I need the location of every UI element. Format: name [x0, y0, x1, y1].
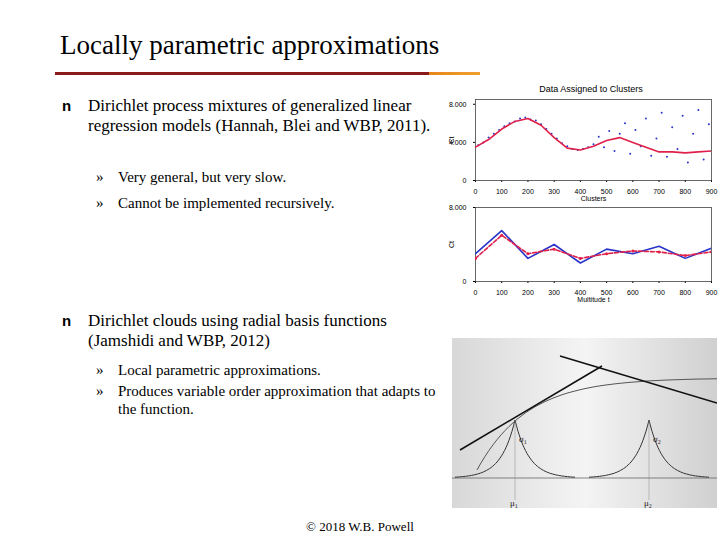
svg-text:μ2: μ2: [644, 498, 652, 508]
svg-text:8.000: 8.000: [449, 101, 467, 108]
svg-text:0: 0: [474, 289, 478, 296]
svg-text:900: 900: [706, 188, 718, 195]
svg-text:500: 500: [600, 188, 613, 196]
svg-text:Ct: Ct: [448, 241, 455, 248]
html-text:Local parametric approximation: Local parametric approximations.: [118, 362, 321, 378]
svg-text:0: 0: [463, 278, 467, 285]
svg-text:600: 600: [627, 289, 639, 296]
html-text:Cannot be implemented recursiv: Cannot be implemented recursively.: [118, 195, 335, 211]
html-text:n: n: [62, 312, 72, 329]
svg-text:300: 300: [548, 289, 560, 296]
svg-text:400: 400: [574, 289, 587, 297]
svg-text:600: 600: [627, 188, 639, 195]
html-text:n: n: [62, 97, 72, 114]
html-text:Locally parametric approximati: Locally parametric approximations: [60, 30, 440, 60]
svg-text:700: 700: [653, 188, 665, 195]
svg-text:μ1: μ1: [510, 498, 518, 508]
svg-text:Multitude t: Multitude t: [577, 296, 609, 303]
svg-text:Clusters: Clusters: [581, 195, 607, 202]
html-text:© 2018 W.B. Powell: © 2018 W.B. Powell: [306, 519, 414, 534]
svg-text:0: 0: [463, 177, 467, 184]
svg-text:300: 300: [548, 188, 560, 195]
svg-text:800: 800: [679, 188, 691, 195]
svg-text:900: 900: [706, 289, 718, 296]
svg-text:4.000: 4.000: [449, 138, 467, 146]
html-text:Very general, but very slow.: Very general, but very slow.: [118, 169, 287, 185]
svg-text:200: 200: [522, 188, 534, 195]
html-text:Data Assigned to Clusters: Data Assigned to Clusters: [539, 84, 643, 94]
svg-text:σ2: σ2: [653, 434, 661, 445]
svg-text:σ1: σ1: [519, 434, 527, 445]
svg-text:700: 700: [653, 289, 665, 296]
svg-text:100: 100: [496, 188, 508, 195]
svg-text:500: 500: [600, 289, 613, 297]
svg-text:200: 200: [522, 289, 534, 296]
svg-text:8.000: 8.000: [449, 204, 467, 211]
svg-text:Ct: Ct: [448, 136, 455, 143]
svg-text:0: 0: [474, 188, 478, 195]
svg-text:100: 100: [496, 289, 508, 296]
svg-text:800: 800: [679, 289, 691, 296]
html-text:Dirichlet process mixtures of: Dirichlet process mixtures of generalize…: [88, 96, 431, 135]
html-text:Produces variable order approx: Produces variable order approximation th…: [118, 383, 436, 417]
svg-text:400: 400: [574, 188, 587, 196]
html-text:Dirichlet clouds using radial: Dirichlet clouds using radial basis func…: [88, 311, 387, 350]
